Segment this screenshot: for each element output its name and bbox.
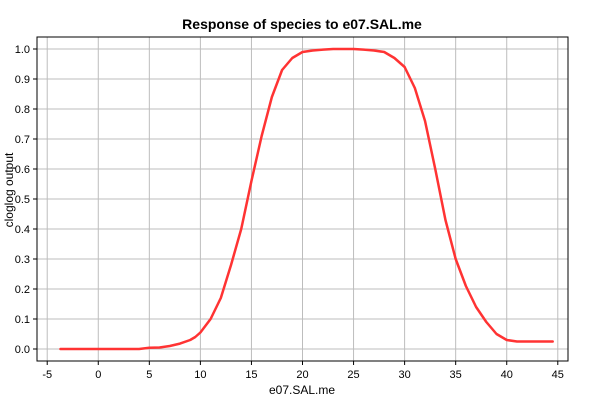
- y-tick-label: 0.5: [15, 194, 30, 206]
- x-tick-label: 40: [501, 369, 513, 381]
- x-tick-label: 30: [398, 369, 410, 381]
- x-tick-label: 0: [95, 369, 101, 381]
- y-tick-label: 0.2: [15, 284, 30, 296]
- x-axis-label: e07.SAL.me: [269, 383, 335, 397]
- x-tick-label: 20: [296, 369, 308, 381]
- x-tick-label: 15: [245, 369, 257, 381]
- y-tick-label: 0.9: [15, 74, 30, 86]
- x-tick-label: 35: [450, 369, 462, 381]
- y-tick-label: 0.8: [15, 104, 30, 116]
- chart-title: Response of species to e07.SAL.me: [182, 16, 422, 32]
- y-tick-label: 0.4: [15, 224, 30, 236]
- y-tick-label: 0.1: [15, 314, 30, 326]
- y-tick-label: 1.0: [15, 44, 30, 56]
- x-tick-label: 45: [552, 369, 564, 381]
- y-tick-label: 0.0: [15, 344, 30, 356]
- grid: [37, 37, 568, 361]
- y-tick-label: 0.6: [15, 164, 30, 176]
- response-curve: [59, 47, 554, 351]
- x-tick-label: -5: [42, 369, 52, 381]
- x-axis-ticks: -5 0 5 10 15 20 25 30 35 40 45: [42, 361, 564, 381]
- x-tick-label: 10: [194, 369, 206, 381]
- y-axis-ticks: 0.0 0.1 0.2 0.3 0.4 0.5 0.6 0.7 0.8 0.9 1.0: [15, 44, 37, 356]
- y-tick-label: 0.3: [15, 254, 30, 266]
- series-layer: [59, 47, 554, 351]
- y-axis-label: cloglog output: [2, 152, 16, 227]
- y-tick-label: 0.7: [15, 134, 30, 146]
- x-tick-label: 25: [347, 369, 359, 381]
- plot-frame: [36, 36, 569, 362]
- x-tick-label: 5: [146, 369, 152, 381]
